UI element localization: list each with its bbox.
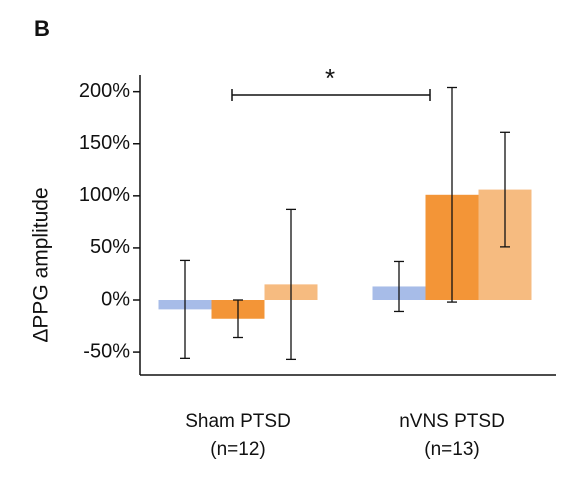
y-tick-label: 200%	[79, 80, 130, 102]
y-tick-label: 150%	[79, 132, 130, 154]
x-tick-note: (n=13)	[424, 439, 479, 460]
x-tick-note: (n=12)	[210, 439, 265, 460]
x-tick-label: nVNS PTSD	[399, 411, 505, 432]
x-tick-label: Sham PTSD	[185, 411, 291, 432]
y-axis-label: ΔPPG amplitude	[30, 187, 53, 342]
panel-label: B	[34, 16, 50, 41]
y-tick-label: 50%	[90, 236, 130, 258]
y-tick-label: 100%	[79, 184, 130, 206]
significance-marker: *	[325, 63, 335, 93]
y-tick-label: -50%	[83, 340, 130, 362]
y-tick-label: 0%	[101, 288, 130, 310]
